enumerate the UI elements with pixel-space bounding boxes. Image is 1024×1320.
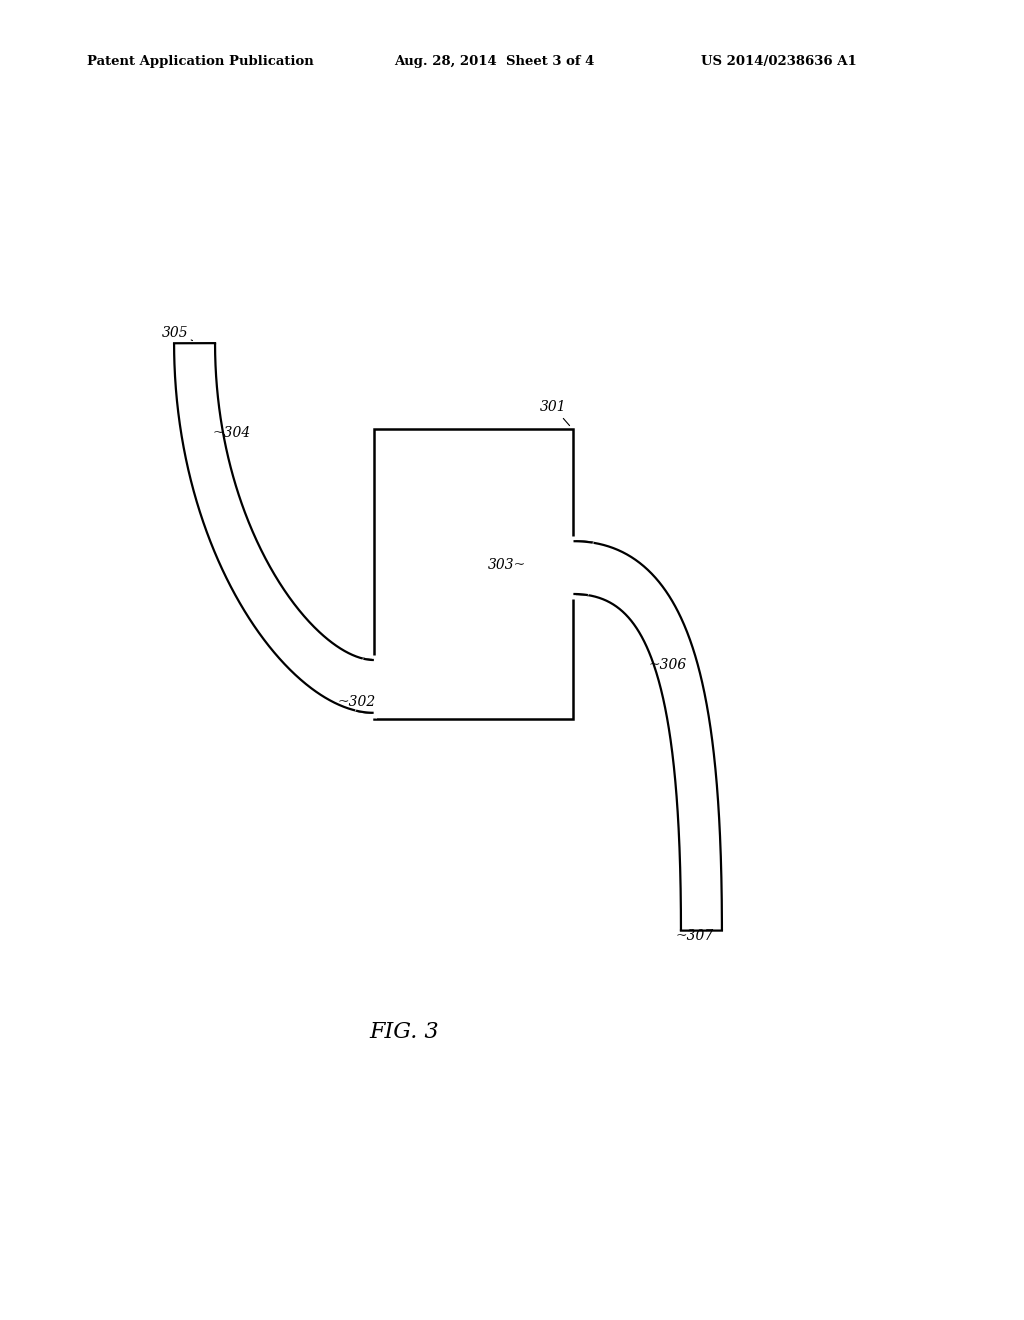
- Text: Aug. 28, 2014  Sheet 3 of 4: Aug. 28, 2014 Sheet 3 of 4: [394, 55, 595, 69]
- Text: ~304: ~304: [213, 426, 251, 440]
- Text: ~302: ~302: [338, 696, 376, 709]
- Polygon shape: [573, 541, 593, 595]
- Polygon shape: [356, 659, 374, 713]
- Text: US 2014/0238636 A1: US 2014/0238636 A1: [701, 55, 857, 69]
- Text: Patent Application Publication: Patent Application Publication: [87, 55, 313, 69]
- Text: 305: 305: [162, 326, 193, 341]
- Bar: [374, 429, 573, 719]
- Polygon shape: [174, 343, 374, 713]
- Text: ~306: ~306: [648, 659, 686, 672]
- Polygon shape: [573, 541, 722, 931]
- Text: 303~: 303~: [487, 558, 525, 572]
- Text: ~307: ~307: [676, 929, 714, 942]
- Text: 301: 301: [540, 400, 569, 425]
- Text: FIG. 3: FIG. 3: [370, 1022, 439, 1043]
